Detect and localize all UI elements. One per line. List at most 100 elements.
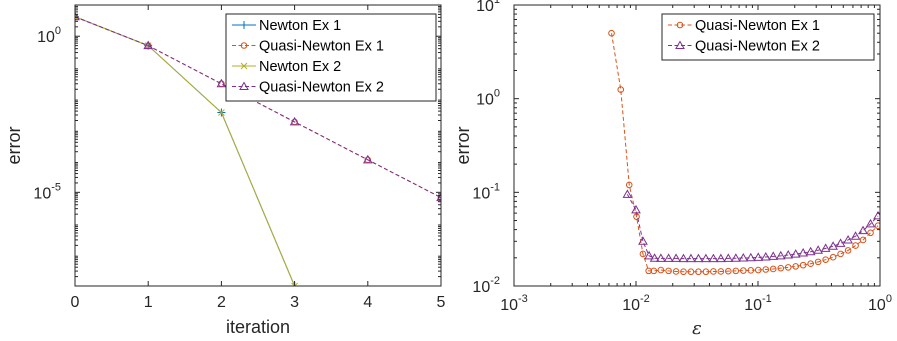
x-tick-label: 4 (363, 294, 372, 311)
left-chart: 0 1 2 3 4 5 100 10-5 iteration error Newton Ex 1 Qu… (4, 4, 446, 337)
right-chart: 10-3 10-2 10-1 10010-210-1100101εerrorQuasi… (453, 0, 892, 339)
data-point (859, 236, 867, 244)
data-point (708, 253, 719, 263)
data-point (617, 86, 625, 93)
data-point (745, 252, 756, 262)
data-point (671, 253, 681, 262)
x-tick-label: 2 (217, 294, 226, 311)
data-point (873, 210, 880, 220)
data-point (814, 258, 822, 266)
data-point (792, 263, 799, 270)
x-tick-label: 3 (290, 294, 299, 311)
series-line-4 (75, 16, 441, 199)
legend-marker (675, 40, 685, 49)
data-point (740, 267, 747, 274)
data-point (852, 242, 859, 249)
data-point (710, 268, 717, 275)
data-point (805, 246, 816, 256)
data-point (835, 238, 846, 247)
x-tick-label: 0 (71, 294, 80, 311)
y-tick-label: 10-1 (472, 181, 500, 202)
data-point (754, 266, 762, 274)
data-point (638, 236, 648, 245)
legend-marker (240, 42, 248, 49)
legend: Quasi-Newton Ex 1 Quasi-Newton Ex 2 (661, 13, 875, 61)
data-point (768, 251, 779, 260)
data-point (216, 78, 227, 88)
data-point (702, 268, 710, 276)
x-tick-label: 100 (868, 293, 892, 314)
data-point (769, 265, 777, 273)
data-point (874, 222, 880, 230)
data-point (777, 264, 785, 272)
data-point (807, 260, 814, 268)
legend-marker (240, 21, 248, 29)
data-point (760, 251, 771, 261)
y-tick-label: 100 (476, 88, 500, 109)
y-tick-label: 101 (476, 0, 500, 15)
data-point (828, 241, 838, 250)
data-point (693, 253, 704, 263)
data-point (291, 282, 298, 286)
data-point (790, 249, 801, 258)
data-point (663, 253, 674, 262)
y-tick-label: 100 (37, 25, 61, 46)
data-point (850, 231, 861, 240)
legend-marker (676, 21, 684, 29)
legend-marker (239, 81, 249, 90)
data-point (678, 253, 689, 263)
data-point (822, 256, 829, 263)
data-point (715, 253, 726, 263)
data-point (783, 250, 794, 259)
data-point (622, 189, 633, 198)
data-point (813, 245, 824, 254)
legend-label: Newton Ex 1 (259, 18, 341, 34)
legend-label: Newton Ex 2 (259, 59, 341, 75)
data-point (362, 154, 373, 164)
x-tick-label: 1 (144, 294, 153, 311)
data-point (730, 253, 741, 262)
legend-label: Quasi-Newton Ex 2 (695, 39, 820, 55)
data-point (695, 268, 702, 276)
legend-marker (240, 62, 248, 70)
data-point (798, 248, 809, 257)
x-axis-label: iteration (226, 317, 290, 337)
data-point (799, 261, 807, 269)
legend-label: Quasi-Newton Ex 1 (259, 39, 384, 55)
data-point (747, 267, 755, 274)
data-point (650, 267, 658, 275)
legend-box (225, 13, 437, 102)
data-point (656, 253, 666, 262)
legend-label: Quasi-Newton Ex 2 (259, 80, 384, 96)
series-line-2 (626, 194, 879, 260)
legend-label: Quasi-Newton Ex 1 (695, 18, 820, 34)
data-point (143, 40, 154, 50)
data-point (639, 250, 647, 258)
data-point (820, 243, 831, 252)
x-tick-label: 5 (437, 294, 446, 311)
data-point (753, 252, 764, 261)
axes-box (74, 4, 442, 287)
data-point (775, 250, 786, 260)
x-tick-label: 10-2 (622, 293, 650, 314)
y-tick-label: 10-5 (33, 181, 61, 202)
y-tick-label: 10-2 (472, 275, 500, 296)
data-point (608, 29, 615, 37)
x-axis-label: ε (692, 318, 702, 339)
data-point (784, 264, 792, 271)
data-point (701, 253, 711, 263)
data-point (837, 250, 844, 258)
data-point (723, 253, 734, 262)
y-axis-label: error (4, 126, 24, 164)
data-point (865, 218, 876, 228)
x-tick-label: 10-3 (500, 293, 528, 314)
data-point (686, 253, 696, 263)
data-point (725, 267, 732, 275)
legend: Newton Ex 1 Quasi-Newton Ex 1 Newton Ex 2 Q… (225, 13, 437, 102)
data-point (867, 229, 874, 237)
data-point (858, 225, 868, 235)
data-point (631, 204, 641, 214)
data-point (844, 247, 852, 254)
legend-box (661, 13, 875, 61)
